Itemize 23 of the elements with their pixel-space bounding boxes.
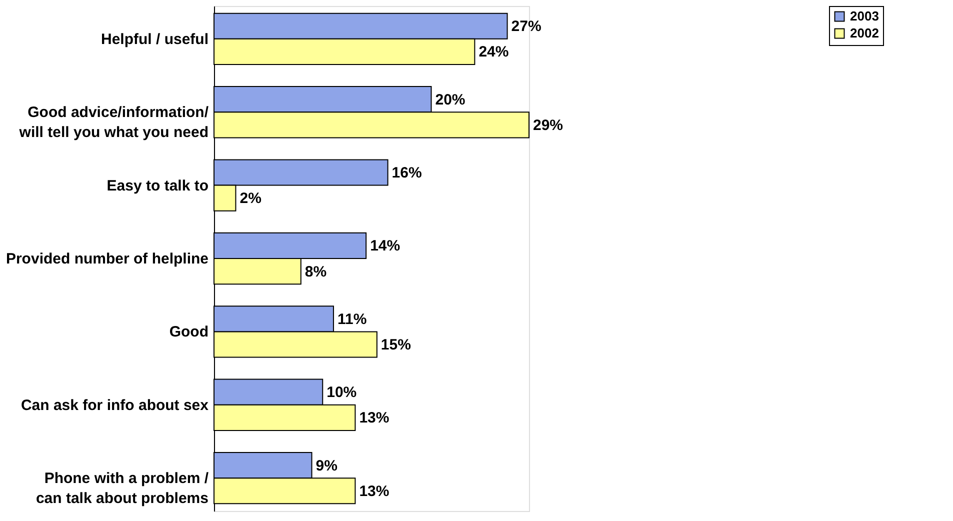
y-tick-label: Easy to talk to xyxy=(106,177,208,194)
data-label: 13% xyxy=(359,410,390,427)
data-label: 15% xyxy=(380,336,411,354)
legend-label: 2002 xyxy=(850,26,879,40)
data-label: 24% xyxy=(478,44,509,61)
data-label: 11% xyxy=(337,310,367,328)
y-tick-label: Phone with a problem / can talk about problems xyxy=(36,470,210,508)
data-label: 20% xyxy=(435,91,466,108)
y-tick-label: Good xyxy=(169,324,208,341)
legend-label: 2003 xyxy=(850,8,879,24)
data-label: 14% xyxy=(370,238,400,255)
data-label: 16% xyxy=(392,164,422,182)
data-label: 9% xyxy=(316,457,338,474)
data-label: 27% xyxy=(511,18,542,36)
data-label: 2% xyxy=(240,190,262,208)
data-label: 13% xyxy=(359,482,390,500)
data-label: 29% xyxy=(533,116,564,134)
data-label: 8% xyxy=(304,263,327,280)
y-tick-label: Provided number of helpline xyxy=(6,250,208,268)
y-tick-label: Can ask for info about sex xyxy=(20,396,210,414)
data-label: 10% xyxy=(326,384,357,402)
y-tick-label: Good advice/information/ will tell you what you need xyxy=(18,104,210,142)
y-tick-label: Helpful / useful xyxy=(100,30,208,48)
